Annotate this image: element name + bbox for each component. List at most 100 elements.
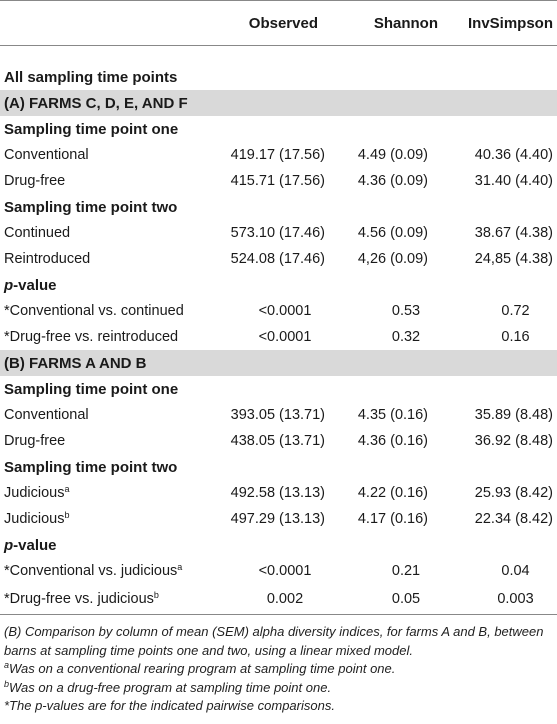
table-row: Conventional 419.17 (17.56) 4.49 (0.09) … (0, 142, 557, 168)
group-b-tp1-title: Sampling time point one (4, 380, 179, 398)
row-label-text: Judicious (4, 485, 65, 501)
cell-shannon: 4.17 (0.16) (357, 511, 428, 527)
pvalue-header-row: p-value (0, 532, 557, 558)
header-shannon: Shannon (344, 0, 446, 46)
row-label: Continued (4, 225, 71, 241)
cell-shannon: 4.36 (0.09) (357, 173, 428, 189)
cell-invsimpson: 36.92 (8.48) (474, 433, 553, 449)
row-label: *Conventional vs. continued (4, 303, 184, 319)
footnote-b-text: Was on a drug-free program at sampling t… (9, 679, 332, 695)
footnote-a-mark: a (4, 660, 10, 670)
row-label: *Conventional vs. judiciousa (0, 558, 218, 584)
cell-shannon: 4.36 (0.16) (357, 433, 428, 449)
pvalue-suffix: -value (13, 276, 57, 294)
row-label: Judiciousb (0, 506, 218, 532)
cell-observed: <0.0001 (258, 303, 312, 319)
cell-observed: <0.0001 (258, 329, 312, 345)
footnote-marker: b (153, 590, 159, 600)
row-label: *Drug-free vs. judiciousb (0, 584, 218, 615)
subheader-row: Sampling time point one (0, 116, 557, 142)
cell-observed: <0.0001 (258, 563, 312, 579)
row-label: Judiciousa (0, 480, 218, 506)
p-italic: p (4, 276, 14, 294)
cell-invsimpson: 0.16 (501, 329, 530, 345)
footnote-marker: a (177, 562, 183, 572)
pvalue-header-row: p-value (0, 272, 557, 298)
p-italic: p (4, 536, 14, 554)
cell-invsimpson: 40.36 (4.40) (474, 147, 553, 163)
cell-shannon: 0.32 (391, 329, 421, 345)
cell-observed: 573.10 (17.46) (230, 225, 325, 241)
footnote-b-mark: b (4, 678, 10, 689)
table-row: *Drug-free vs. reintroduced <0.0001 0.32… (0, 324, 557, 350)
cell-invsimpson: 0.72 (501, 303, 530, 319)
group-b-title: (B) FARMS A AND B (0, 350, 557, 376)
cell-shannon: 4.56 (0.09) (357, 225, 428, 241)
row-label: Drug-free (4, 433, 66, 449)
cell-invsimpson: 25.93 (8.42) (474, 485, 553, 501)
pvalue-suffix: -value (13, 536, 57, 554)
cell-observed: 393.05 (13.71) (230, 407, 325, 423)
cell-invsimpson: 24,85 (4.38) (474, 251, 553, 267)
row-label-text: Judicious (4, 511, 65, 527)
table-row: Drug-free 415.71 (17.56) 4.36 (0.09) 31.… (0, 168, 557, 194)
row-label-text: *Drug-free vs. judicious (4, 591, 154, 607)
group-a-tp1-title: Sampling time point one (4, 120, 179, 138)
alpha-diversity-table: Observed Shannon InvSimpson All sampling… (0, 0, 557, 615)
cell-shannon: 0.53 (391, 303, 421, 319)
subheader-row: Sampling time point two (0, 454, 557, 480)
table-row: *Conventional vs. judiciousa <0.0001 0.2… (0, 558, 557, 584)
cell-invsimpson: 38.67 (4.38) (474, 225, 553, 241)
row-label: Conventional (4, 407, 89, 423)
table-row: Conventional 393.05 (13.71) 4.35 (0.16) … (0, 402, 557, 428)
section-row: All sampling time points (0, 46, 557, 91)
footnote-main: (B) Comparison by column of mean (SEM) a… (4, 624, 544, 658)
subheader-row: Sampling time point two (0, 194, 557, 220)
table-footnotes: (B) Comparison by column of mean (SEM) a… (0, 615, 557, 716)
footnote-marker: b (64, 510, 70, 520)
cell-invsimpson: 35.89 (8.48) (474, 407, 553, 423)
group-band-b: (B) FARMS A AND B (0, 350, 557, 376)
cell-shannon: 4.22 (0.16) (357, 485, 428, 501)
group-a-tp2-title: Sampling time point two (4, 198, 178, 216)
group-b-tp2-title: Sampling time point two (4, 458, 178, 476)
table-row: Judiciousb 497.29 (13.13) 4.17 (0.16) 22… (0, 506, 557, 532)
header-empty (0, 0, 218, 46)
group-b-pvalue-title: p-value (0, 532, 557, 558)
footnote-a: aWas on a conventional rearing program a… (4, 660, 553, 679)
group-band-a: (A) FARMS C, D, E, AND F (0, 90, 557, 116)
table-row: Reintroduced 524.08 (17.46) 4,26 (0.09) … (0, 246, 557, 272)
table-row: Drug-free 438.05 (13.71) 4.36 (0.16) 36.… (0, 428, 557, 454)
cell-observed: 438.05 (13.71) (230, 433, 325, 449)
subheader-row: Sampling time point one (0, 376, 557, 402)
cell-observed: 492.58 (13.13) (230, 485, 325, 501)
cell-invsimpson: 22.34 (8.42) (474, 511, 553, 527)
table-row: Judiciousa 492.58 (13.13) 4.22 (0.16) 25… (0, 480, 557, 506)
cell-shannon: 0.21 (391, 563, 421, 579)
cell-invsimpson: 31.40 (4.40) (474, 173, 553, 189)
table-row: *Conventional vs. continued <0.0001 0.53… (0, 298, 557, 324)
cell-invsimpson: 0.003 (446, 584, 557, 615)
table-row: *Drug-free vs. judiciousb 0.002 0.05 0.0… (0, 584, 557, 615)
cell-observed: 524.08 (17.46) (230, 251, 325, 267)
cell-observed: 419.17 (17.56) (230, 147, 325, 163)
header-row: Observed Shannon InvSimpson (0, 0, 557, 46)
cell-shannon: 4.35 (0.16) (357, 407, 428, 423)
cell-observed: 0.002 (218, 584, 344, 615)
header-invsimpson: InvSimpson (446, 0, 557, 46)
cell-invsimpson: 0.04 (501, 563, 530, 579)
group-a-pvalue-title: p-value (0, 272, 557, 298)
cell-shannon: 4.49 (0.09) (357, 147, 428, 163)
group-a-title: (A) FARMS C, D, E, AND F (0, 90, 557, 116)
footnote-a-text: Was on a conventional rearing program at… (9, 661, 396, 676)
row-label: Conventional (4, 147, 89, 163)
footnote-marker: a (64, 484, 70, 494)
row-label: *Drug-free vs. reintroduced (4, 329, 179, 345)
row-label-text: *Conventional vs. judicious (4, 563, 178, 579)
section-all-label: All sampling time points (4, 69, 178, 86)
cell-shannon: 4,26 (0.09) (357, 251, 428, 267)
header-observed: Observed (218, 0, 344, 46)
cell-observed: 415.71 (17.56) (230, 173, 325, 189)
row-label: Drug-free (4, 173, 66, 189)
